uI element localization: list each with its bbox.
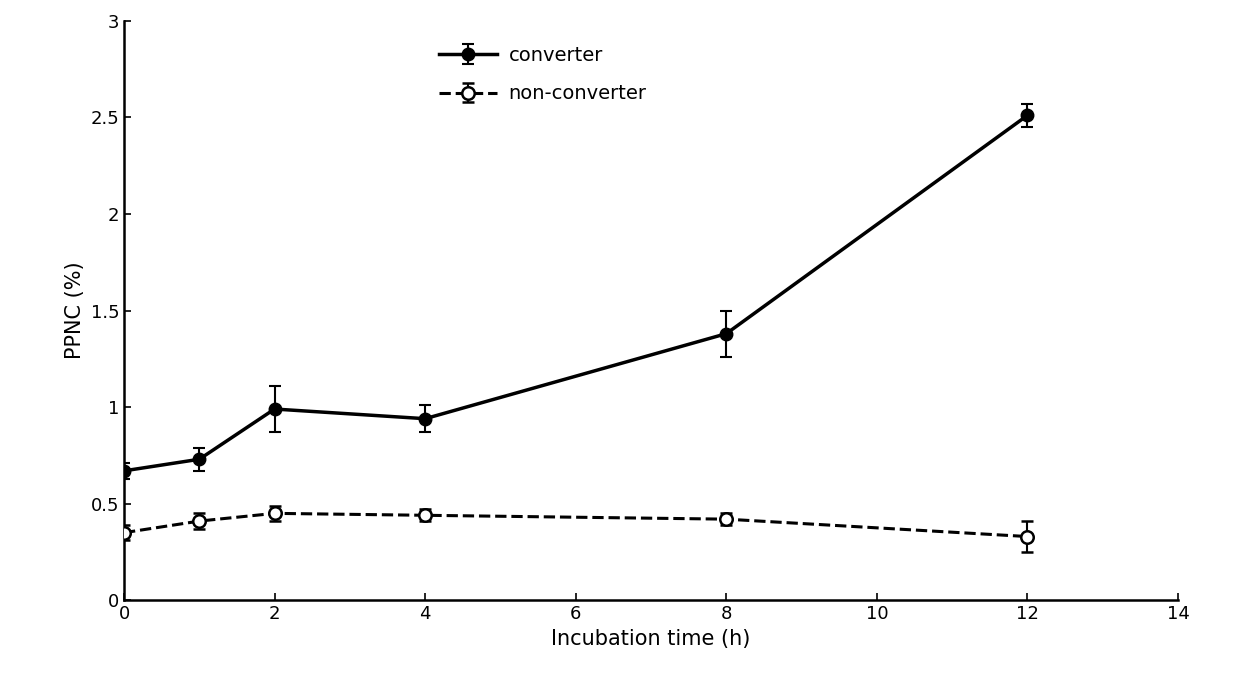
Y-axis label: PPNC (%): PPNC (%)	[64, 262, 84, 359]
X-axis label: Incubation time (h): Incubation time (h)	[552, 629, 750, 649]
Legend: converter, non-converter: converter, non-converter	[429, 36, 656, 113]
